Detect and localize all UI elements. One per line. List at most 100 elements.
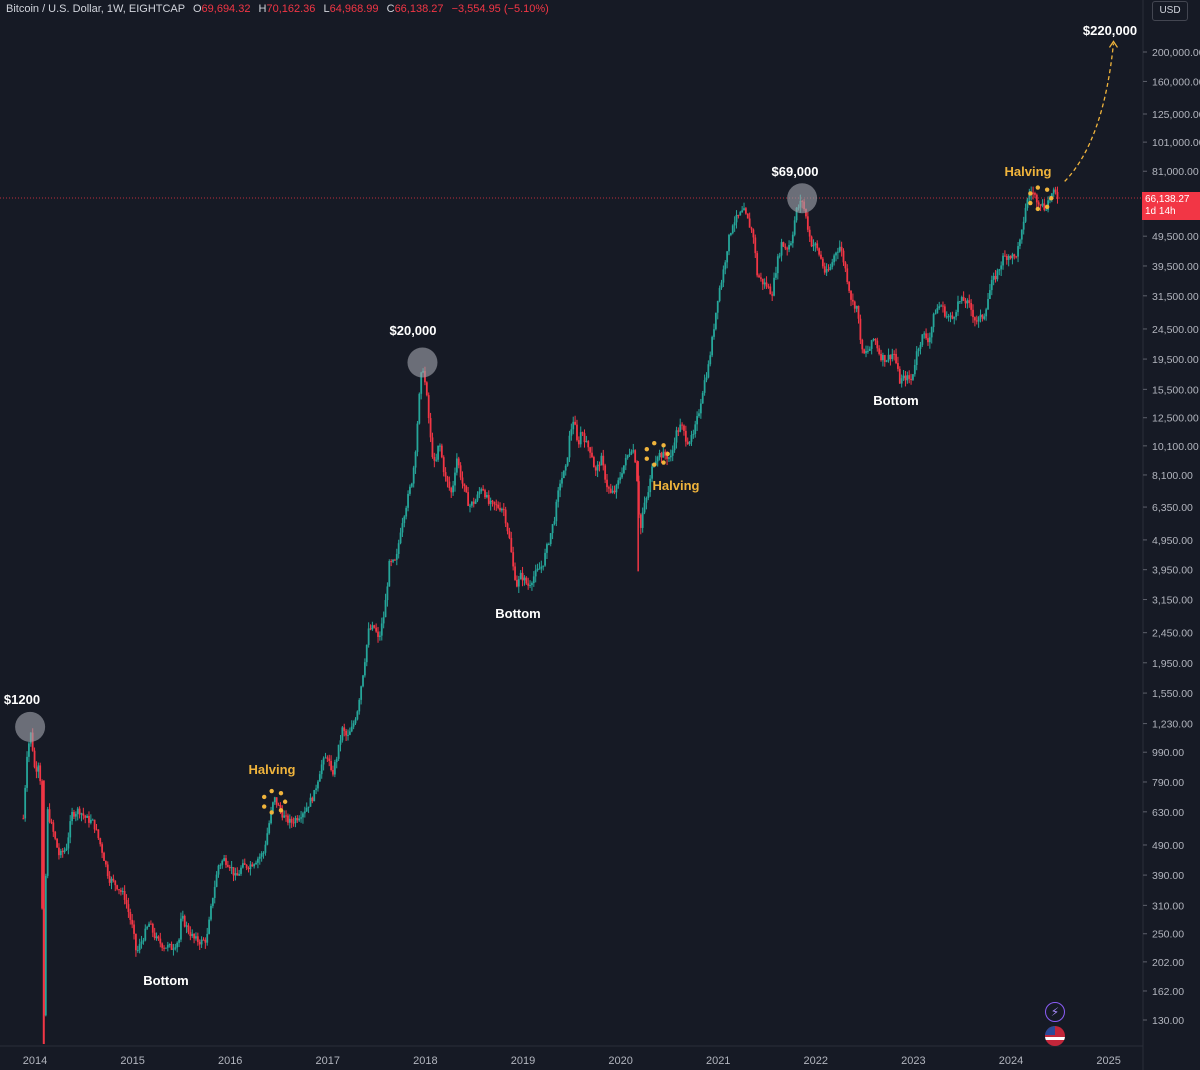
candle-body — [958, 301, 961, 303]
candle-body — [587, 441, 590, 448]
candle-body — [379, 635, 381, 637]
candle-body — [121, 890, 124, 892]
candle-body — [127, 904, 130, 912]
candle-body — [684, 430, 687, 442]
candle-body — [547, 544, 550, 546]
candle-body — [867, 350, 869, 352]
candle-body — [110, 878, 113, 883]
candle-body — [22, 818, 25, 820]
candle-body — [531, 583, 533, 586]
candle-body — [185, 925, 188, 927]
projection-arrowhead — [1108, 40, 1119, 48]
candle-body — [645, 497, 648, 503]
candle-body — [737, 214, 740, 216]
peak-label-1200: $1200 — [3, 692, 41, 707]
candle-body — [850, 290, 852, 300]
candle-body — [808, 229, 811, 237]
candle-body — [673, 442, 676, 451]
candle-body — [649, 478, 652, 493]
currency-button[interactable]: USD — [1152, 1, 1188, 21]
candle-body — [699, 403, 702, 414]
candle-body — [638, 481, 640, 515]
candle-body — [195, 936, 197, 939]
x-tick-label: 2018 — [413, 1055, 437, 1067]
candle-body — [942, 305, 944, 307]
candle-body — [714, 312, 717, 330]
candle-body — [598, 464, 601, 466]
candle-body — [519, 572, 522, 580]
candle-body — [273, 797, 276, 803]
candle-body — [275, 797, 278, 805]
candle-body — [440, 445, 443, 458]
halving-dot-2 — [1028, 191, 1033, 196]
candle-body — [418, 393, 421, 424]
candle-body — [748, 218, 751, 228]
candle-body — [1004, 255, 1006, 257]
y-tick-label: 1,550.00 — [1152, 688, 1193, 700]
candle-body — [320, 764, 323, 775]
candle-body — [756, 253, 759, 276]
candle-body — [61, 850, 64, 853]
candle-body — [855, 305, 858, 309]
x-tick-label: 2016 — [218, 1055, 242, 1067]
candle-body — [324, 757, 327, 759]
candle-body — [576, 424, 578, 441]
us-flag-icon[interactable] — [1045, 1026, 1065, 1046]
candle-body — [833, 255, 836, 263]
candle-body — [52, 822, 55, 832]
candle-body — [579, 432, 582, 445]
candle-body — [739, 212, 742, 216]
y-tick-label: 1,230.00 — [1152, 719, 1193, 731]
candle-body — [754, 237, 757, 254]
candle-body — [981, 314, 984, 319]
candle-body — [272, 802, 274, 812]
candle-body — [446, 476, 449, 482]
candle-body — [219, 864, 222, 866]
y-tick-label: 125,000.00 — [1152, 109, 1200, 121]
candle-body — [906, 375, 909, 381]
candle-body — [534, 570, 537, 577]
candle-body — [908, 375, 911, 379]
candle-body — [623, 465, 625, 474]
candle-body — [322, 758, 325, 765]
close-value: 66,138.27 — [394, 3, 444, 15]
candle-body — [880, 353, 882, 361]
candle-body — [853, 301, 856, 309]
candle-body — [33, 750, 36, 768]
candle-body — [181, 915, 184, 919]
candle-body — [602, 455, 605, 466]
candle-body — [416, 423, 419, 452]
candle-body — [928, 337, 931, 343]
candle-body — [891, 353, 894, 360]
y-tick-label: 4,950.00 — [1152, 535, 1193, 547]
candle-body — [538, 568, 541, 570]
candle-body — [390, 560, 393, 562]
candle-body — [615, 485, 618, 493]
bolt-icon[interactable]: ⚡ — [1045, 1002, 1065, 1022]
y-tick-label: 12,500.00 — [1152, 413, 1199, 425]
candle-body — [630, 451, 633, 455]
candle-body — [696, 416, 699, 425]
candle-body — [318, 774, 321, 782]
candle-body — [268, 823, 271, 834]
candle-body — [365, 644, 368, 663]
candle-body — [69, 821, 72, 838]
x-tick-label: 2021 — [706, 1055, 730, 1067]
candle-body — [851, 299, 854, 302]
close-label: C — [386, 3, 395, 15]
candle-body — [760, 277, 762, 279]
candle-body — [176, 942, 179, 948]
candle-body — [957, 301, 959, 313]
candle-body — [761, 278, 764, 285]
candle-body — [816, 243, 819, 249]
x-tick-label: 2022 — [804, 1055, 828, 1067]
candle-body — [104, 860, 107, 865]
candle-body — [829, 266, 832, 270]
candle-body — [144, 928, 147, 941]
candle-body — [778, 255, 781, 257]
candle-body — [945, 316, 948, 318]
candle-body — [326, 757, 329, 759]
high-label: H — [258, 3, 267, 15]
candle-body — [936, 308, 939, 314]
